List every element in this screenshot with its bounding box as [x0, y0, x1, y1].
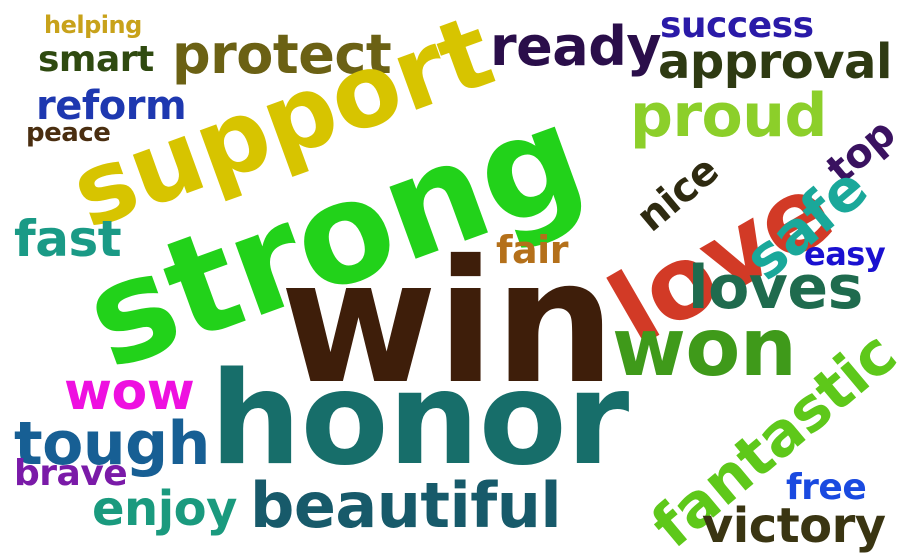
word-enjoy: enjoy [92, 481, 237, 537]
word-fair: fair [496, 228, 568, 272]
word-victory: victory [702, 498, 886, 554]
word-helping: helping [44, 11, 142, 39]
word-loves: loves [688, 253, 863, 323]
word-success: success [660, 5, 814, 46]
word-won: won [612, 301, 797, 394]
word-wow: wow [64, 362, 195, 422]
word-approval: approval [658, 34, 892, 90]
word-fast: fast [14, 210, 122, 268]
word-reform: reform [36, 83, 187, 129]
word-proud: proud [630, 81, 827, 151]
word-easy: easy [804, 235, 886, 273]
word-honor: honor [210, 345, 629, 494]
word-smart: smart [38, 39, 154, 80]
word-ready: ready [490, 15, 662, 78]
word-protect: protect [172, 23, 392, 86]
word-tough: tough [14, 409, 210, 479]
word-beautiful: beautiful [250, 469, 562, 542]
word-peace: peace [26, 118, 111, 148]
word-free: free [786, 467, 867, 508]
word-win: win [280, 224, 615, 422]
word-brave: brave [14, 453, 128, 494]
